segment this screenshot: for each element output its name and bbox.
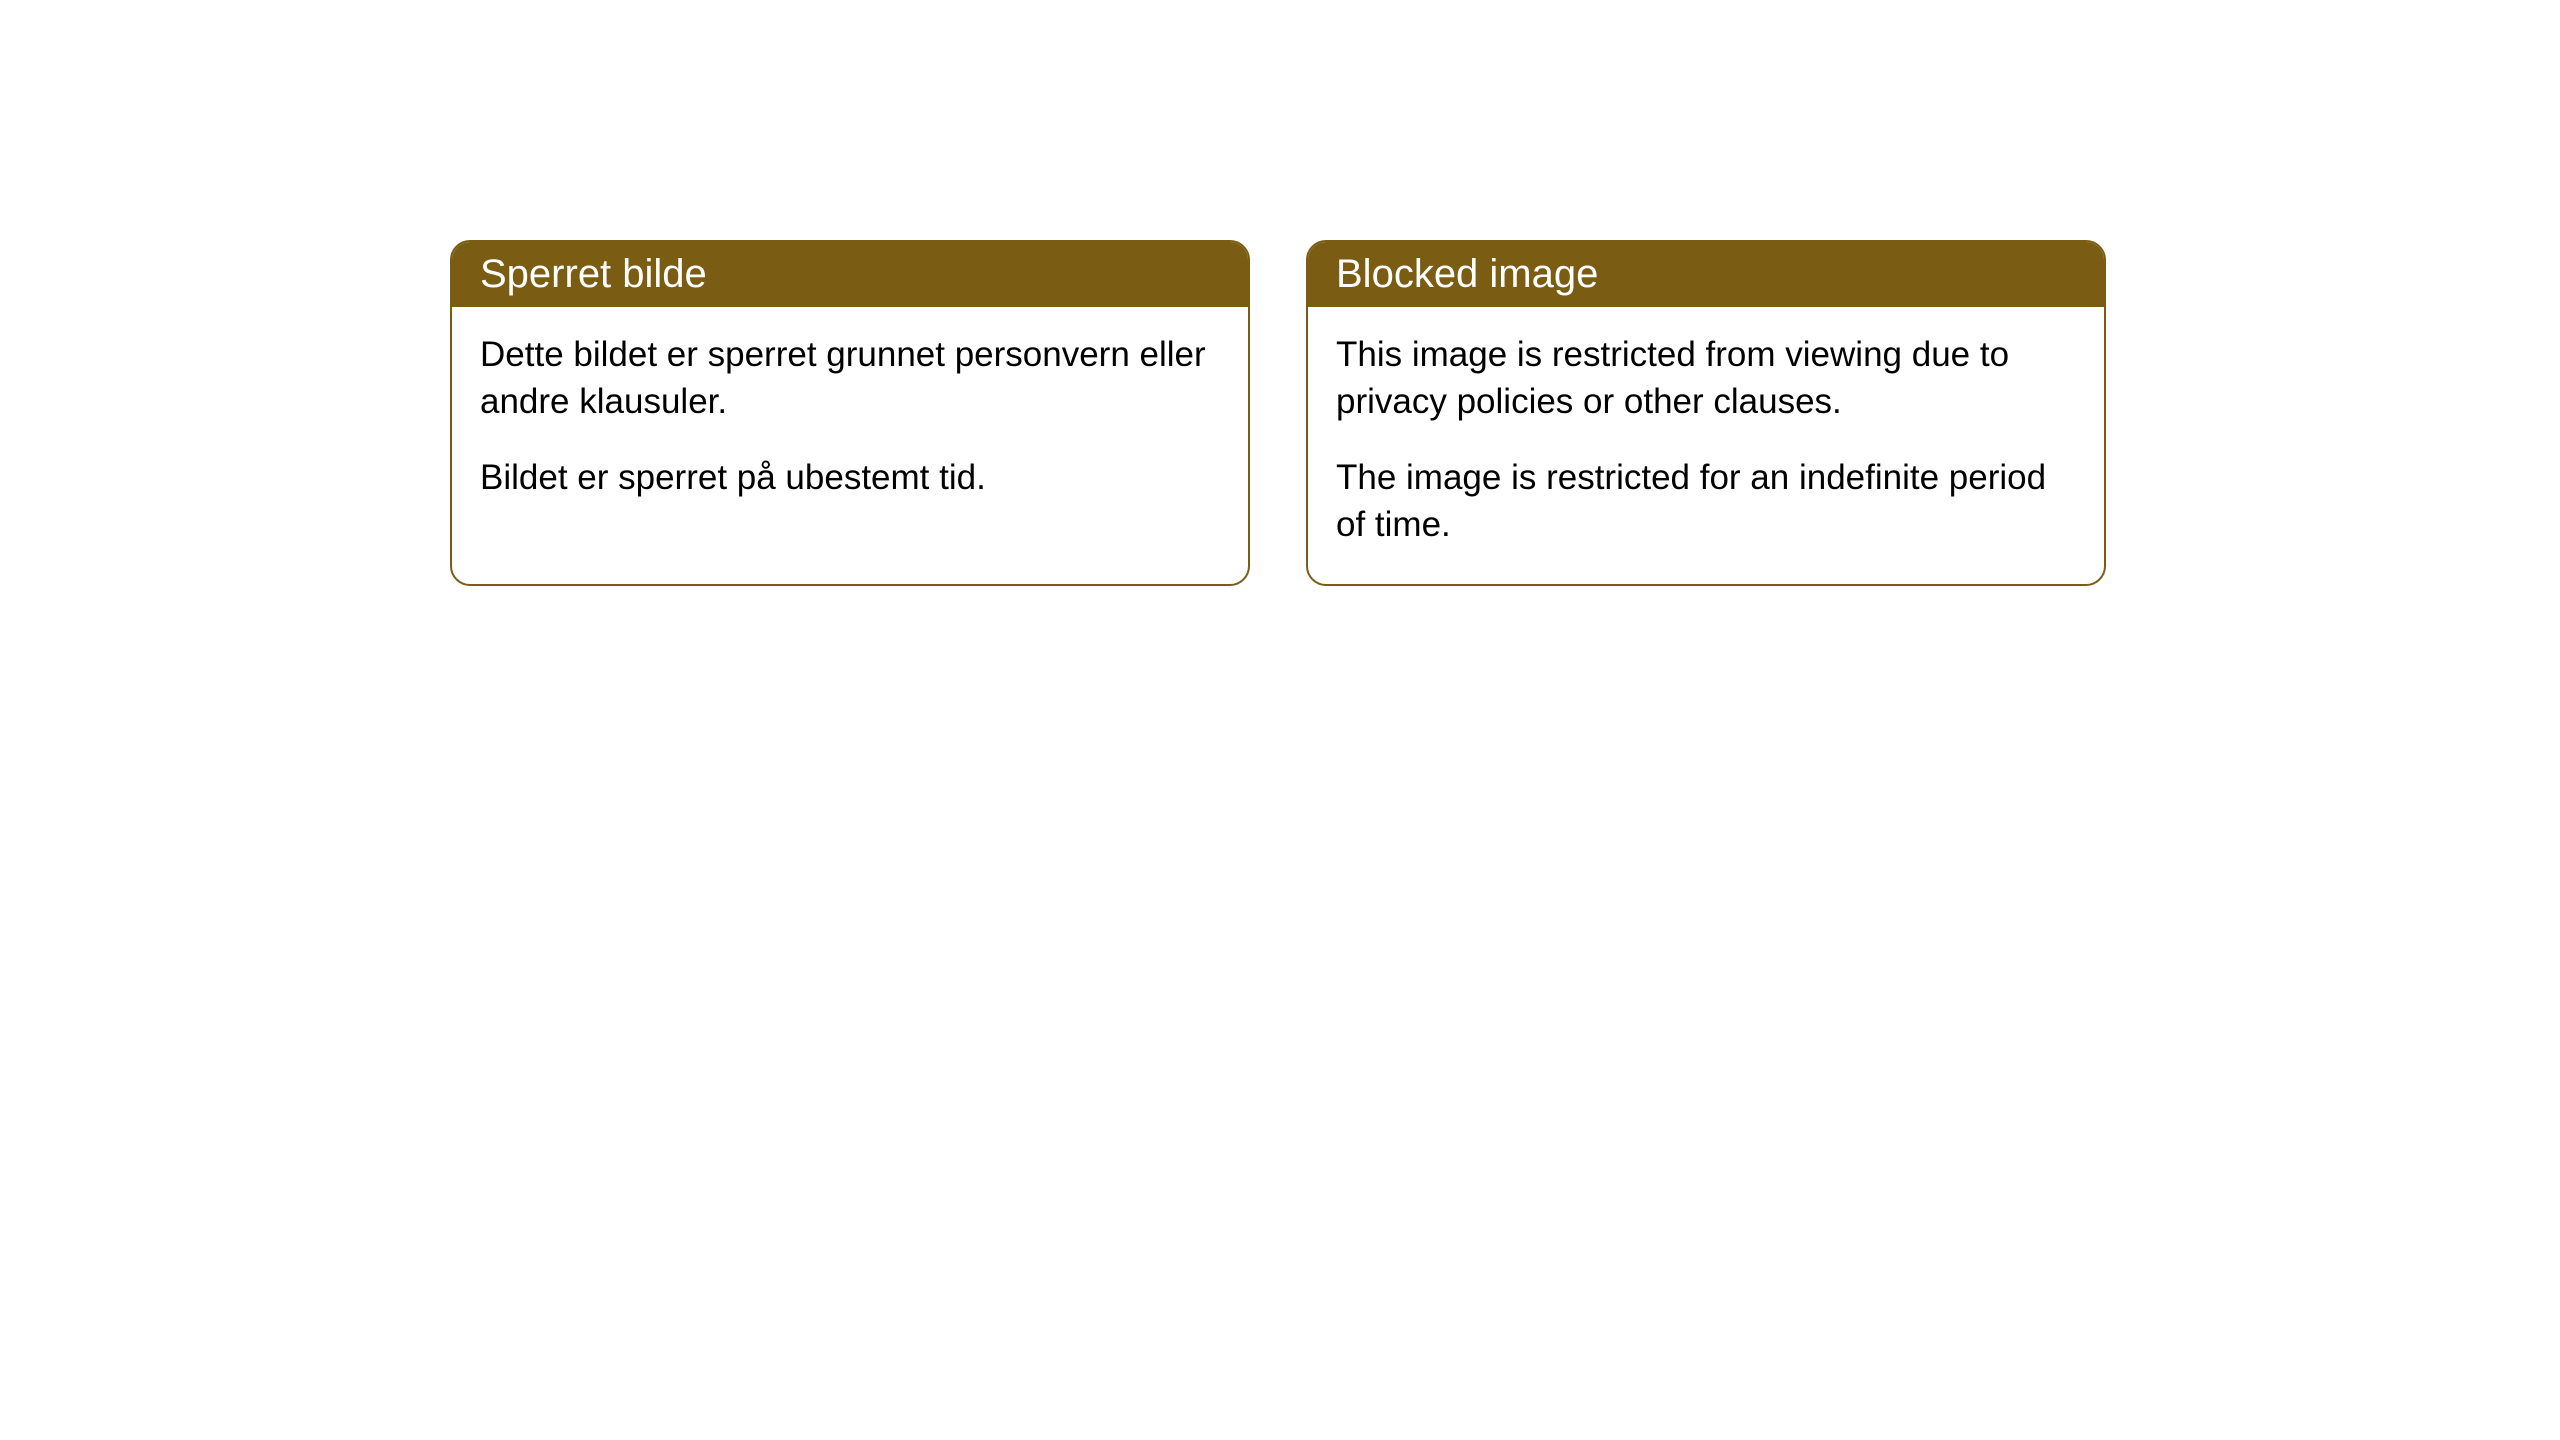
card-paragraph: Dette bildet er sperret grunnet personve… — [480, 331, 1220, 426]
notice-card-english: Blocked image This image is restricted f… — [1306, 240, 2106, 586]
card-title: Sperret bilde — [480, 252, 707, 296]
card-paragraph: Bildet er sperret på ubestemt tid. — [480, 454, 1220, 501]
card-paragraph: This image is restricted from viewing du… — [1336, 331, 2076, 426]
card-body: This image is restricted from viewing du… — [1308, 307, 2104, 584]
card-body: Dette bildet er sperret grunnet personve… — [452, 307, 1248, 537]
notice-card-norwegian: Sperret bilde Dette bildet er sperret gr… — [450, 240, 1250, 586]
card-paragraph: The image is restricted for an indefinit… — [1336, 454, 2076, 549]
card-title: Blocked image — [1336, 252, 1598, 296]
notice-cards-container: Sperret bilde Dette bildet er sperret gr… — [450, 240, 2106, 586]
card-header: Blocked image — [1308, 242, 2104, 307]
card-header: Sperret bilde — [452, 242, 1248, 307]
